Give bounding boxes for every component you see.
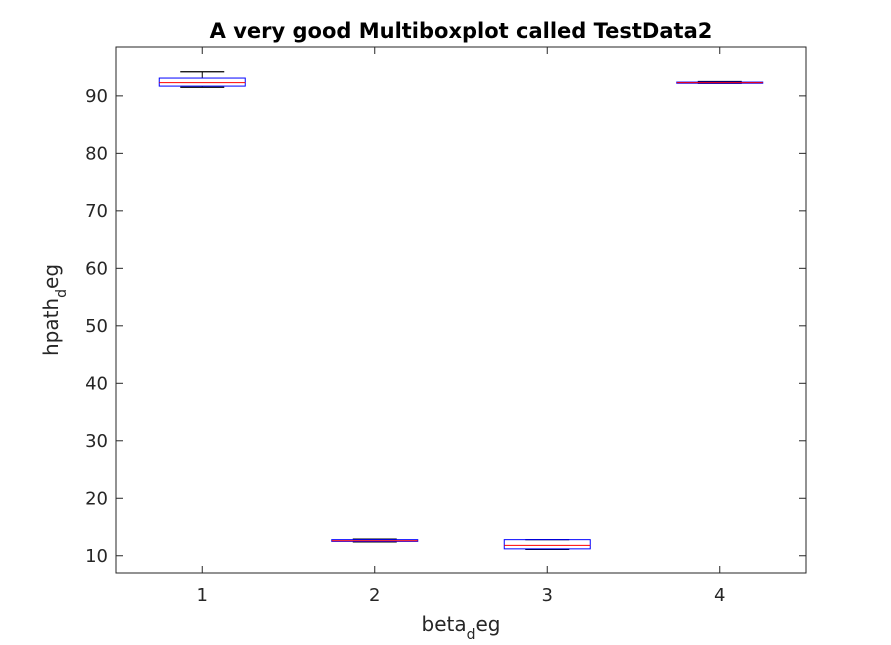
y-tick-label: 30 — [85, 431, 108, 452]
box-iqr — [158, 77, 246, 87]
x-axis-label: betadeg — [422, 612, 501, 643]
y-axis-label: hpathdeg — [39, 264, 70, 356]
plot-area-frame — [115, 46, 807, 574]
y-tick-label: 10 — [85, 546, 108, 567]
x-tick-label: 1 — [197, 585, 208, 606]
y-axis-label-tail: eg — [39, 264, 63, 289]
x-tick-label: 3 — [542, 585, 553, 606]
chart-title: A very good Multiboxplot called TestData… — [210, 19, 713, 43]
y-axis-label-base: hpath — [39, 298, 63, 356]
y-tick-label: 70 — [85, 201, 108, 222]
x-tick-label: 2 — [369, 585, 380, 606]
y-tick-label: 40 — [85, 373, 108, 394]
x-tick-label: 4 — [714, 585, 725, 606]
y-tick-label: 50 — [85, 316, 108, 337]
x-axis-label-subscript: d — [467, 627, 476, 643]
x-axis-label-base: beta — [422, 612, 467, 636]
x-axis-label-tail: eg — [476, 612, 501, 636]
y-tick-label: 60 — [85, 258, 108, 279]
y-tick-label: 90 — [85, 86, 108, 107]
box-iqr — [503, 539, 591, 550]
y-tick-label: 20 — [85, 488, 108, 509]
y-axis-label-subscript: d — [54, 289, 70, 298]
y-tick-label: 80 — [85, 143, 108, 164]
